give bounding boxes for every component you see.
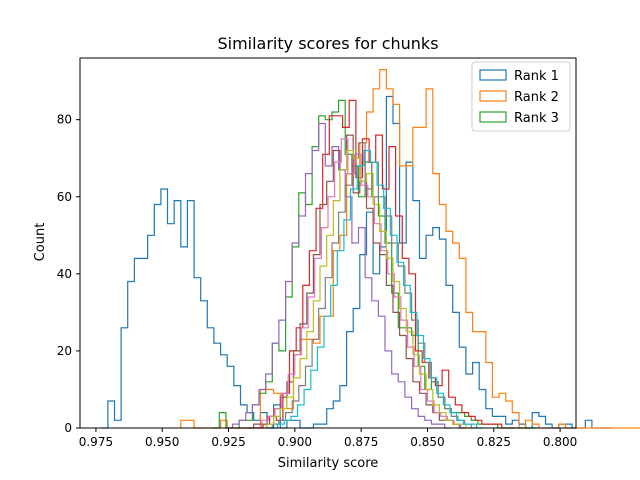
x-tick-label: 0.850: [410, 435, 444, 449]
x-axis-label: Similarity score: [278, 456, 379, 471]
x-tick-label: 0.900: [278, 435, 312, 449]
histogram-series-7: [255, 138, 468, 429]
x-tick-label: 0.825: [477, 435, 511, 449]
y-tick-label: 20: [57, 344, 72, 358]
legend-swatch: [479, 69, 507, 81]
legend-label: Rank 1: [514, 69, 559, 84]
x-tick-label: 0.800: [543, 435, 577, 449]
x-tick-label: 0.875: [344, 435, 378, 449]
histogram-series-3: [212, 99, 538, 429]
plot-frame: [79, 57, 577, 429]
histogram-series-9: [260, 149, 473, 429]
legend-swatch: [479, 111, 507, 123]
y-axis-label: Count: [33, 223, 48, 262]
legend-box: [471, 61, 571, 132]
x-tick-label: 0.925: [211, 435, 245, 449]
histogram-series-8: [265, 142, 478, 429]
x-tick-label: 0.950: [145, 435, 179, 449]
histogram-series-10: [271, 149, 484, 429]
histogram-series-5: [225, 122, 452, 429]
legend-label: Rank 2: [514, 90, 559, 105]
chart-title: Similarity scores for chunks: [217, 34, 438, 53]
y-tick-label: 0: [64, 421, 72, 435]
legend: Rank 1 Rank 2 Rank 3: [471, 61, 571, 132]
y-tick-label: 80: [57, 113, 72, 127]
y-tick-label: 40: [57, 267, 72, 281]
histogram-series-group: [101, 69, 640, 429]
axes-group: 0.975 0.950 0.925 0.900 0.875 0.850 0.825 0.800…: [57, 57, 577, 449]
x-tick-label: 0.975: [79, 435, 113, 449]
y-tick-label: 60: [57, 190, 72, 204]
legend-label: Rank 3: [514, 111, 559, 126]
histogram-series-6: [247, 134, 466, 429]
legend-swatch: [479, 90, 507, 102]
histogram-series-4: [236, 99, 515, 429]
